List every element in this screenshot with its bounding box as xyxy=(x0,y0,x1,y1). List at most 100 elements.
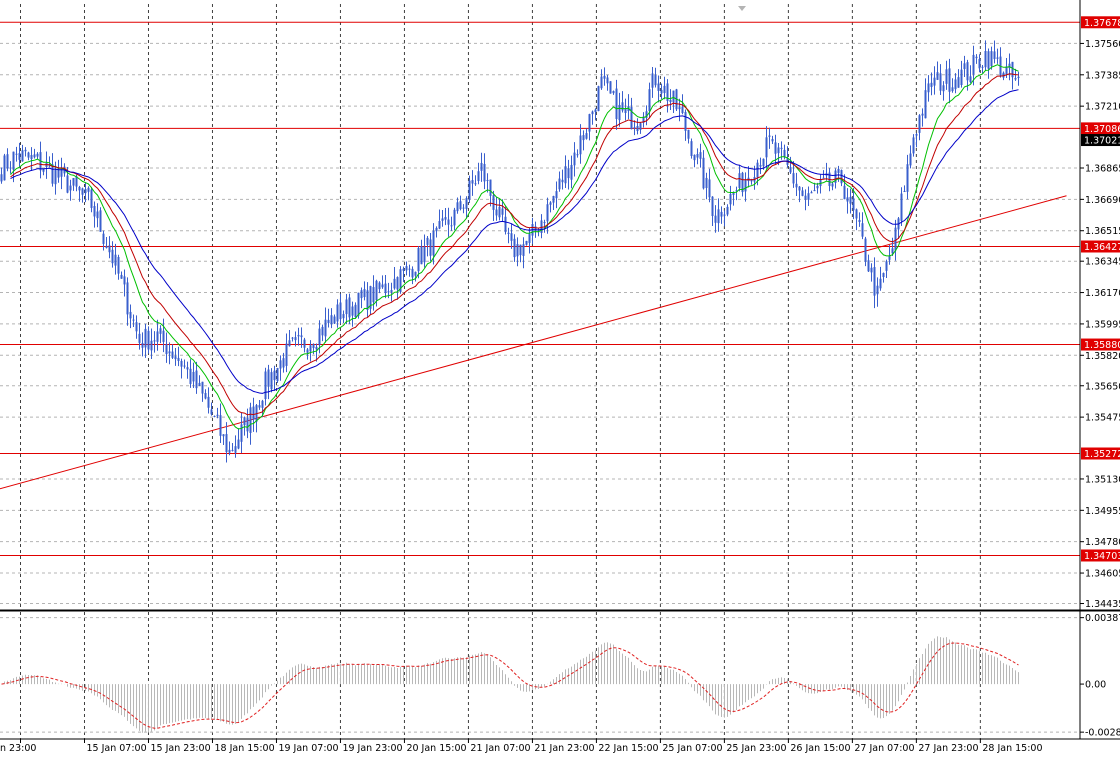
candle-body xyxy=(957,77,960,88)
candle-body xyxy=(597,86,600,112)
candle-body xyxy=(933,77,936,86)
candle-body xyxy=(300,335,303,338)
candle-body xyxy=(12,151,15,170)
y-tick-label: 1.34780 xyxy=(1085,537,1120,548)
candle-body xyxy=(570,164,573,180)
candle-body xyxy=(192,371,195,382)
y-tick-label: 1.35995 xyxy=(1085,319,1120,330)
oscillator xyxy=(1,636,1019,733)
candle-body xyxy=(276,368,279,382)
candle-body xyxy=(612,91,615,94)
candle-body xyxy=(246,418,249,432)
candle-body xyxy=(600,76,603,89)
x-tick-label: 25 Jan 07:00 xyxy=(662,743,722,754)
candle-body xyxy=(456,202,459,212)
candle-body xyxy=(135,322,138,332)
candle-body xyxy=(273,370,276,381)
candle-body xyxy=(207,396,210,408)
candle-body xyxy=(126,282,129,315)
candle-body xyxy=(318,328,321,346)
x-tick-label: 21 Jan 23:00 xyxy=(534,743,594,754)
candle-body xyxy=(852,198,855,211)
candle-body xyxy=(813,190,816,192)
candle-body xyxy=(726,206,729,215)
candle-body xyxy=(336,304,339,322)
candle-body xyxy=(648,89,651,112)
candle-body xyxy=(435,227,438,232)
level-label: 1.36427 xyxy=(1084,242,1120,253)
candle-body xyxy=(111,249,114,264)
candle-body xyxy=(855,209,858,219)
candle-body xyxy=(663,85,666,94)
candle-body xyxy=(1002,72,1005,78)
level-label: 1.34703 xyxy=(1084,551,1120,562)
candle-body xyxy=(180,360,183,367)
candle-body xyxy=(552,196,555,203)
candle-body xyxy=(414,271,417,276)
candle-body xyxy=(6,154,9,169)
candle-body xyxy=(591,111,594,115)
candle-body xyxy=(387,291,390,293)
candle-body xyxy=(960,69,963,86)
level-label: 1.35272 xyxy=(1084,449,1120,460)
candle-body xyxy=(252,406,255,420)
candle-body xyxy=(633,127,636,129)
candle-body xyxy=(768,135,771,137)
candle-body xyxy=(411,268,414,278)
candle-body xyxy=(846,197,849,202)
candle-body xyxy=(339,302,342,320)
candle-body xyxy=(480,162,483,171)
candle-body xyxy=(132,319,135,321)
candle-body xyxy=(429,239,432,256)
y-tick-label: 1.36515 xyxy=(1085,226,1120,237)
candle-body xyxy=(741,172,744,193)
candle-body xyxy=(750,179,753,182)
osc-signal-line xyxy=(1,642,1019,729)
candle-body xyxy=(396,277,399,290)
candle-body xyxy=(372,287,375,303)
level-label-box xyxy=(1081,447,1120,460)
candle-body xyxy=(282,358,285,368)
candle-body xyxy=(117,256,120,274)
candle-body xyxy=(1011,61,1014,78)
candle-body xyxy=(21,150,24,162)
candle-body xyxy=(861,223,864,237)
x-tick-label: n 23:00 xyxy=(0,743,36,754)
candle-body xyxy=(144,328,147,348)
candle-body xyxy=(690,141,693,157)
candle-body xyxy=(564,166,567,184)
candle-body xyxy=(969,76,972,83)
candle-body xyxy=(981,66,984,68)
candle-body xyxy=(693,154,696,161)
candle-body xyxy=(582,135,585,141)
trendline-layer xyxy=(0,195,1067,490)
candle-body xyxy=(507,232,510,234)
candle-body xyxy=(765,137,768,158)
candle-body xyxy=(447,219,450,225)
candle-body xyxy=(390,290,393,293)
candle-body xyxy=(357,292,360,316)
candle-body xyxy=(261,400,264,408)
candle-body xyxy=(495,209,498,216)
candle-body xyxy=(201,381,204,394)
x-axis: n 23:00 15 Jan 07:00 15 Jan 23:00 18 Jan 15… xyxy=(0,739,1043,754)
y-axis: 1.37560 1.37385 1.37210 1.36865 1.36690 1.365… xyxy=(1080,16,1120,739)
candle-body xyxy=(837,168,840,173)
candle-body xyxy=(588,114,591,132)
candle-body xyxy=(9,167,12,169)
x-tick-label: 19 Jan 23:00 xyxy=(342,743,402,754)
candle-body xyxy=(759,165,762,167)
candle-body xyxy=(669,99,672,102)
candle-body xyxy=(708,179,711,198)
candle-body xyxy=(1017,76,1020,78)
candle-body xyxy=(84,189,87,194)
candle-body xyxy=(816,185,819,189)
candle-body xyxy=(915,134,918,136)
x-tick-label: 21 Jan 07:00 xyxy=(470,743,530,754)
candle-body xyxy=(792,173,795,184)
candle-body xyxy=(264,371,267,400)
candle-body xyxy=(966,62,969,81)
candle-body xyxy=(936,72,939,80)
y-tick-label: 1.37385 xyxy=(1085,70,1120,81)
x-tick-label: 19 Jan 07:00 xyxy=(278,743,338,754)
